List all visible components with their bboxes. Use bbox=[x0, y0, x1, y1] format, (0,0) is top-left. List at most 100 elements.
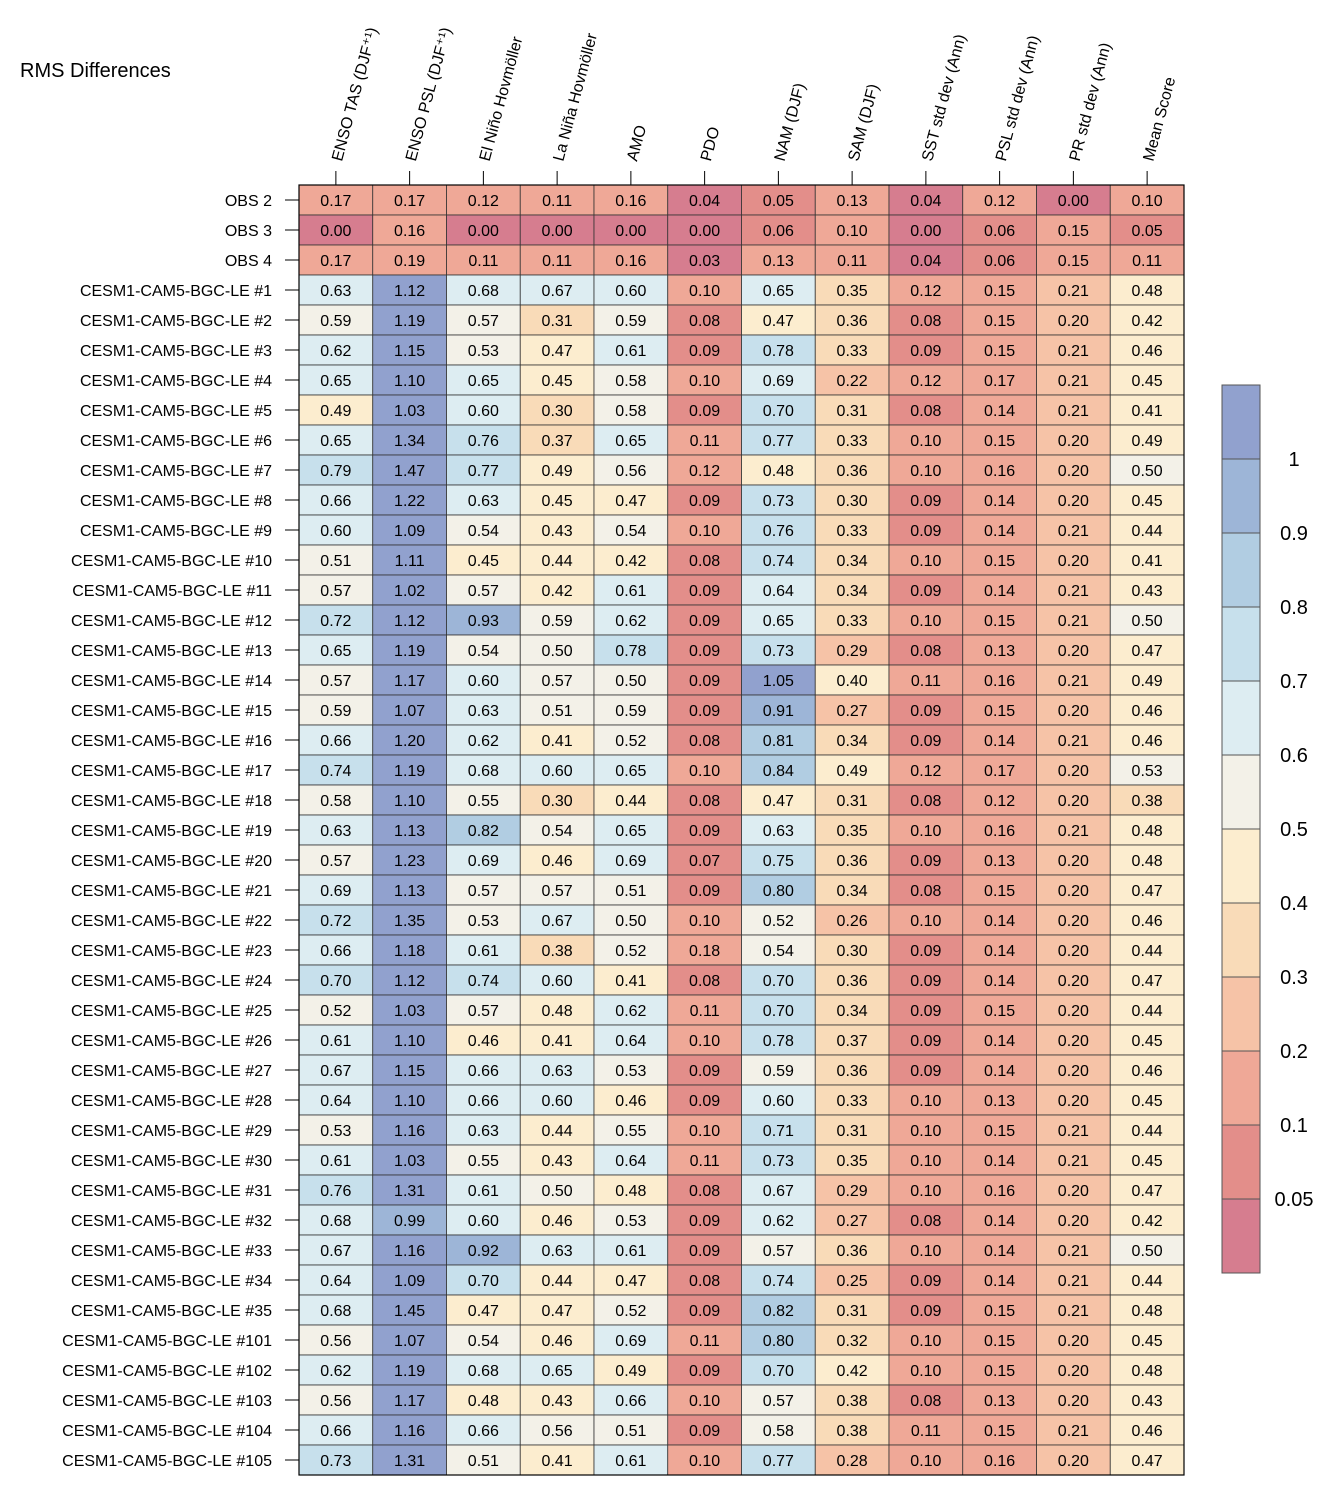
cell-value-label: 0.81 bbox=[763, 733, 794, 750]
cell-value-label: 1.15 bbox=[394, 343, 425, 360]
cell-value-label: 0.66 bbox=[468, 1093, 499, 1110]
cell-value-label: 0.61 bbox=[468, 943, 499, 960]
heatmap-cell bbox=[298, 1114, 374, 1146]
cell-value-label: 0.43 bbox=[1132, 583, 1163, 600]
row-label: CESM1-CAM5-BGC-LE #27 bbox=[71, 1063, 272, 1080]
cell-value-label: 0.65 bbox=[763, 283, 794, 300]
cell-value-label: 0.63 bbox=[468, 493, 499, 510]
cell-value-label: 0.60 bbox=[542, 973, 573, 990]
cell-value-label: 0.61 bbox=[615, 583, 646, 600]
heatmap-cell bbox=[519, 304, 595, 336]
heatmap-cell bbox=[888, 1204, 964, 1236]
cell-value-label: 0.63 bbox=[763, 823, 794, 840]
cell-value-label: 0.05 bbox=[1132, 223, 1163, 240]
heatmap-cell bbox=[888, 544, 964, 576]
cell-value-label: 0.14 bbox=[984, 1273, 1015, 1290]
cell-value-label: 0.15 bbox=[984, 703, 1015, 720]
cell-value-label: 0.50 bbox=[1132, 613, 1163, 630]
cell-value-label: 0.64 bbox=[615, 1153, 646, 1170]
cell-value-label: 0.50 bbox=[1132, 1243, 1163, 1260]
cell-value-label: 0.62 bbox=[320, 343, 351, 360]
cell-value-label: 0.15 bbox=[984, 1423, 1015, 1440]
cell-value-label: 0.11 bbox=[1132, 253, 1162, 270]
heatmap-cell bbox=[962, 934, 1037, 966]
heatmap-cell bbox=[1036, 1294, 1111, 1326]
cell-value-label: 0.17 bbox=[394, 193, 425, 210]
cell-value-label: 0.67 bbox=[763, 1183, 794, 1200]
heatmap-cell bbox=[593, 364, 669, 396]
heatmap-cell bbox=[519, 1084, 595, 1116]
cell-value-label: 0.12 bbox=[984, 193, 1015, 210]
row-label: CESM1-CAM5-BGC-LE #34 bbox=[71, 1273, 272, 1290]
heatmap-cell bbox=[667, 484, 742, 516]
row-label: CESM1-CAM5-BGC-LE #33 bbox=[71, 1243, 272, 1260]
heatmap-cell bbox=[593, 604, 669, 636]
cell-value-label: 0.73 bbox=[320, 1453, 351, 1470]
cell-value-label: 0.47 bbox=[1132, 1453, 1163, 1470]
cell-value-label: 0.09 bbox=[689, 403, 720, 420]
cell-value-label: 0.60 bbox=[763, 1093, 794, 1110]
heatmap-cell bbox=[667, 1084, 742, 1116]
heatmap-cell bbox=[372, 1384, 447, 1416]
cell-value-label: 0.09 bbox=[689, 1213, 720, 1230]
colorbar-segment bbox=[1222, 1125, 1260, 1199]
heatmap-cell bbox=[1109, 604, 1185, 636]
cell-value-label: 1.05 bbox=[763, 673, 794, 690]
heatmap-cell bbox=[593, 1264, 669, 1296]
heatmap-cell bbox=[888, 1084, 964, 1116]
heatmap-cell bbox=[814, 574, 890, 606]
cell-value-label: 0.58 bbox=[615, 403, 646, 420]
heatmap-cell bbox=[1036, 964, 1111, 996]
heatmap-cell bbox=[593, 994, 669, 1026]
cell-value-label: 0.63 bbox=[468, 703, 499, 720]
cell-value-label: 0.53 bbox=[615, 1213, 646, 1230]
cell-value-label: 0.11 bbox=[690, 1333, 720, 1350]
cell-value-label: 0.10 bbox=[689, 1393, 720, 1410]
cell-value-label: 0.49 bbox=[1132, 673, 1163, 690]
cell-value-label: 0.15 bbox=[984, 553, 1015, 570]
heatmap-cell bbox=[962, 1114, 1037, 1146]
cell-value-label: 0.80 bbox=[763, 1333, 794, 1350]
cell-value-label: 0.49 bbox=[542, 463, 573, 480]
heatmap-cell bbox=[888, 784, 964, 816]
heatmap-cell bbox=[1036, 1144, 1111, 1176]
row-label: CESM1-CAM5-BGC-LE #102 bbox=[62, 1363, 272, 1380]
cell-value-label: 0.15 bbox=[984, 343, 1015, 360]
heatmap-cell bbox=[593, 784, 669, 816]
cell-value-label: 0.47 bbox=[1132, 973, 1163, 990]
cell-value-label: 0.20 bbox=[1058, 643, 1089, 660]
cell-value-label: 0.10 bbox=[1132, 193, 1163, 210]
heatmap-cell bbox=[1109, 994, 1185, 1026]
heatmap-cell bbox=[1036, 604, 1111, 636]
cell-value-label: 1.35 bbox=[394, 913, 425, 930]
heatmap-cell bbox=[298, 394, 374, 426]
heatmap-cell bbox=[372, 994, 447, 1026]
heatmap-cell bbox=[741, 514, 816, 546]
heatmap-cell bbox=[962, 1204, 1037, 1236]
heatmap-cell bbox=[1036, 904, 1111, 936]
cell-value-label: 0.74 bbox=[763, 553, 794, 570]
heatmap-cell bbox=[372, 1324, 447, 1356]
cell-value-label: 0.08 bbox=[689, 733, 720, 750]
cell-value-label: 0.60 bbox=[468, 673, 499, 690]
heatmap-cell bbox=[372, 1144, 447, 1176]
heatmap-cell bbox=[741, 1354, 816, 1386]
cell-value-label: 0.09 bbox=[910, 853, 941, 870]
heatmap-cell bbox=[1109, 184, 1185, 216]
heatmap-cell bbox=[446, 664, 521, 696]
heatmap-cell bbox=[667, 1414, 742, 1446]
cell-value-label: 0.75 bbox=[763, 853, 794, 870]
heatmap-cell bbox=[962, 484, 1037, 516]
heatmap-cell bbox=[446, 754, 521, 786]
heatmap-cell bbox=[593, 1294, 669, 1326]
column-label: AMO bbox=[624, 123, 650, 163]
cell-value-label: 0.15 bbox=[984, 1303, 1015, 1320]
cell-value-label: 0.63 bbox=[320, 283, 351, 300]
heatmap-cell bbox=[1036, 454, 1111, 486]
heatmap-cell bbox=[888, 904, 964, 936]
heatmap-cell bbox=[372, 1444, 447, 1476]
cell-value-label: 0.42 bbox=[615, 553, 646, 570]
cell-value-label: 0.77 bbox=[468, 463, 499, 480]
heatmap-cell bbox=[298, 1264, 374, 1296]
heatmap-cell bbox=[593, 1444, 669, 1476]
